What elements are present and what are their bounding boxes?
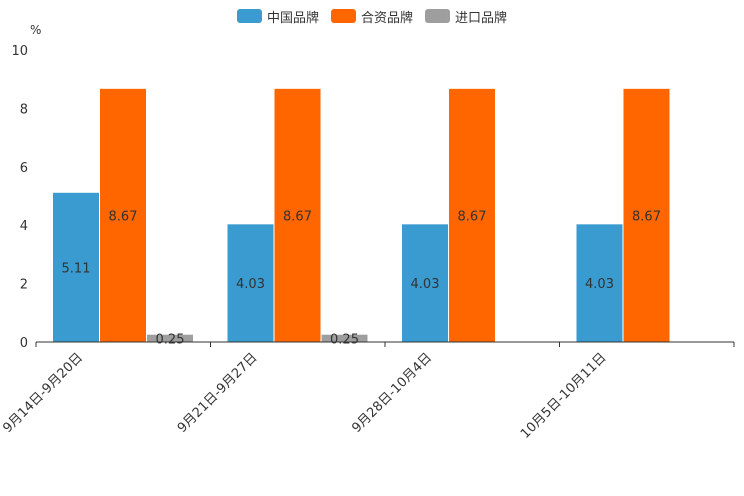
y-axis-unit-label: %	[30, 23, 41, 37]
legend-item-joint-venture[interactable]: 合资品牌	[330, 7, 413, 26]
y-tick-label: 4	[20, 219, 28, 234]
y-tick-label: 8	[20, 102, 28, 117]
bar-value-label: 5.11	[62, 261, 91, 276]
legend-item-domestic[interactable]: 中国品牌	[236, 7, 319, 26]
bar-0-3	[576, 224, 623, 342]
bar-value-label: 4.03	[411, 277, 440, 292]
legend-label-domestic: 中国品牌	[266, 10, 319, 26]
legend-item-imported[interactable]: 进口品牌	[425, 7, 508, 26]
bar-1-2	[449, 88, 495, 342]
bar-value-label: 4.03	[585, 277, 614, 292]
y-tick-label: 0	[20, 336, 28, 351]
bar-value-label: 8.67	[458, 209, 487, 224]
bar-0-1	[227, 224, 274, 342]
bar-0-2	[402, 224, 448, 342]
legend-swatch-domestic	[236, 9, 262, 23]
bar-1-0	[100, 88, 146, 342]
legend-label-imported: 进口品牌	[455, 10, 508, 26]
legend-swatch-imported	[425, 9, 450, 23]
y-tick-label: 2	[20, 278, 28, 293]
bar-value-label: 8.67	[283, 209, 312, 224]
bar-value-label: 4.03	[236, 277, 265, 292]
bar-value-label: 0.25	[156, 332, 185, 347]
x-tick-label: 10月5日-10月11日	[518, 350, 610, 442]
bar-1-3	[623, 88, 670, 342]
y-tick-label: 10	[11, 44, 28, 59]
bar-2-0	[147, 334, 193, 342]
bar-value-label: 8.67	[632, 209, 661, 224]
bar-1-1	[274, 88, 321, 342]
x-tick-label: 9月21日-9月27日	[175, 350, 261, 436]
bar-value-label: 8.67	[109, 209, 138, 224]
chart-legend: 中国品牌 合资品牌 进口品牌	[0, 7, 744, 26]
bar-0-0	[53, 192, 99, 342]
bar-2-1	[321, 334, 368, 342]
x-tick-label: 9月14日-9月20日	[0, 350, 86, 436]
x-tick-label: 9月28日-10月4日	[349, 350, 435, 436]
bar-value-label: 0.25	[330, 332, 359, 347]
y-tick-label: 6	[20, 161, 28, 176]
legend-label-joint-venture: 合资品牌	[360, 10, 413, 26]
legend-swatch-joint-venture	[330, 9, 356, 23]
